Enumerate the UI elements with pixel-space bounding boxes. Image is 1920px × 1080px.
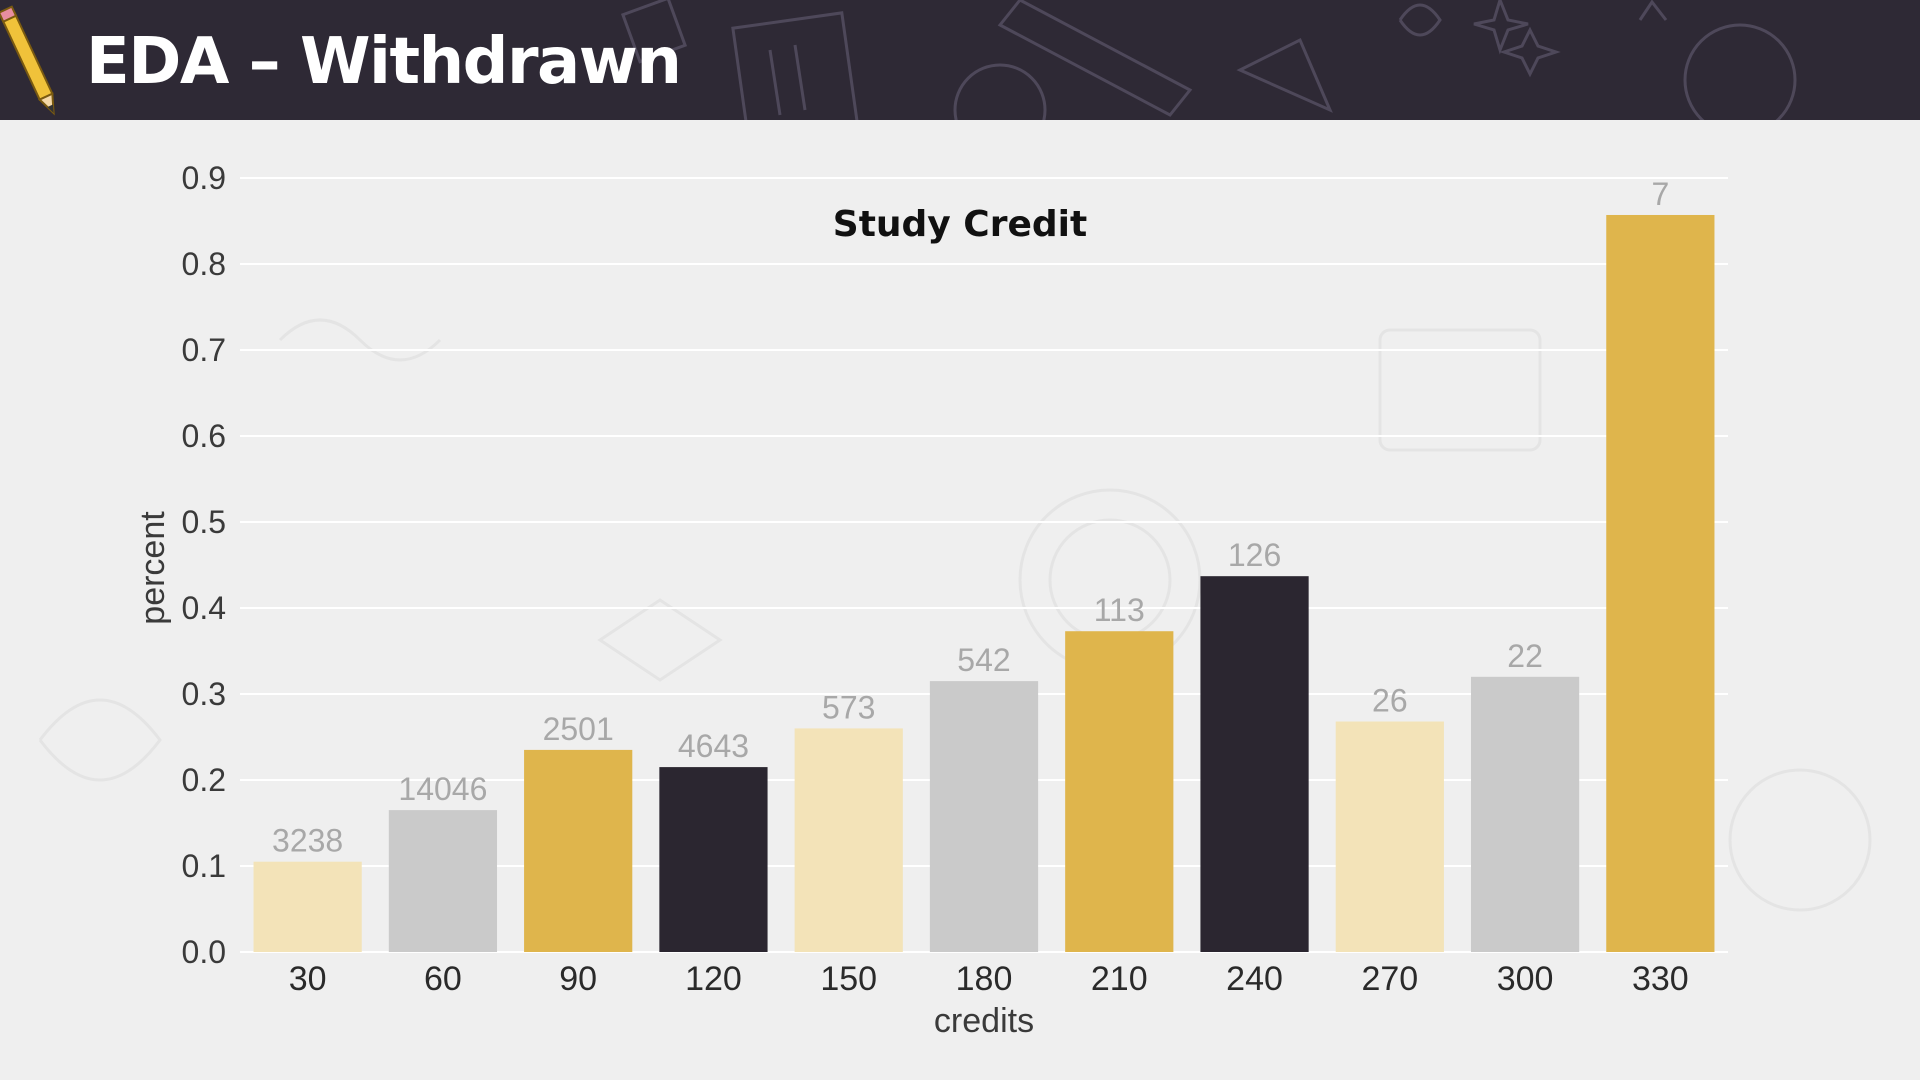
y-tick-label: 0.9 (182, 160, 226, 196)
y-tick-label: 0.1 (182, 848, 226, 884)
y-tick-label: 0.0 (182, 934, 226, 970)
x-tick-label: 30 (289, 960, 327, 998)
slide-header: EDA – Withdrawn (0, 0, 1920, 120)
y-tick-label: 0.4 (182, 590, 226, 626)
x-tick-label: 240 (1226, 960, 1283, 998)
header-doodles (620, 0, 1797, 120)
bar (1065, 631, 1174, 952)
x-axis-ticks: 30 60 90 120 150 180 210 240 270 300 330 (289, 960, 1689, 998)
x-tick-label: 330 (1632, 960, 1689, 998)
y-tick-label: 0.6 (182, 418, 226, 454)
bar (1335, 721, 1444, 952)
bar (1606, 214, 1715, 953)
bar (524, 749, 633, 952)
pencil-icon (0, 5, 55, 116)
y-tick-label: 0.3 (182, 676, 226, 712)
bar-count-labels: 3238 14046 2501 4643 573 542 113 126 26 22 7 (272, 176, 1669, 859)
bar (1470, 676, 1580, 952)
bar (253, 861, 362, 952)
slide-title: EDA – Withdrawn (86, 25, 682, 99)
x-tick-label: 150 (820, 960, 877, 998)
y-tick-label: 0.7 (182, 332, 226, 368)
x-tick-label: 180 (956, 960, 1013, 998)
x-tick-label: 120 (685, 960, 742, 998)
bar (388, 810, 498, 952)
bar (929, 681, 1039, 952)
bar-count-label: 113 (1094, 592, 1145, 628)
bar (1200, 576, 1309, 952)
bars (253, 214, 1715, 953)
bar-count-label: 573 (822, 689, 875, 725)
bar-count-label: 4643 (678, 728, 749, 764)
x-axis-title: credits (934, 1002, 1034, 1040)
bar-count-label: 7 (1651, 176, 1669, 212)
bar-count-label: 3238 (272, 823, 343, 859)
x-tick-label: 270 (1361, 960, 1418, 998)
background-doodles (38, 318, 1872, 912)
x-tick-label: 90 (559, 960, 597, 998)
x-tick-label: 60 (424, 960, 462, 998)
x-tick-label: 210 (1091, 960, 1148, 998)
bar (794, 728, 903, 952)
bar-count-label: 22 (1507, 638, 1543, 674)
bar-count-label: 126 (1228, 537, 1281, 573)
chart-title: Study Credit (833, 204, 1087, 245)
bar-count-label: 14046 (398, 771, 487, 807)
y-axis-ticks: 0.0 0.1 0.2 0.3 0.4 0.5 0.6 0.7 0.8 0.9 (182, 160, 226, 970)
y-tick-label: 0.5 (182, 504, 226, 540)
bar-count-label: 2501 (543, 711, 614, 747)
y-tick-label: 0.8 (182, 246, 226, 282)
y-axis-title: percent (134, 511, 172, 625)
bar (659, 767, 768, 952)
bar-count-label: 542 (957, 642, 1010, 678)
bar-count-label: 26 (1372, 683, 1408, 719)
y-tick-label: 0.2 (182, 762, 226, 798)
x-tick-label: 300 (1497, 960, 1554, 998)
